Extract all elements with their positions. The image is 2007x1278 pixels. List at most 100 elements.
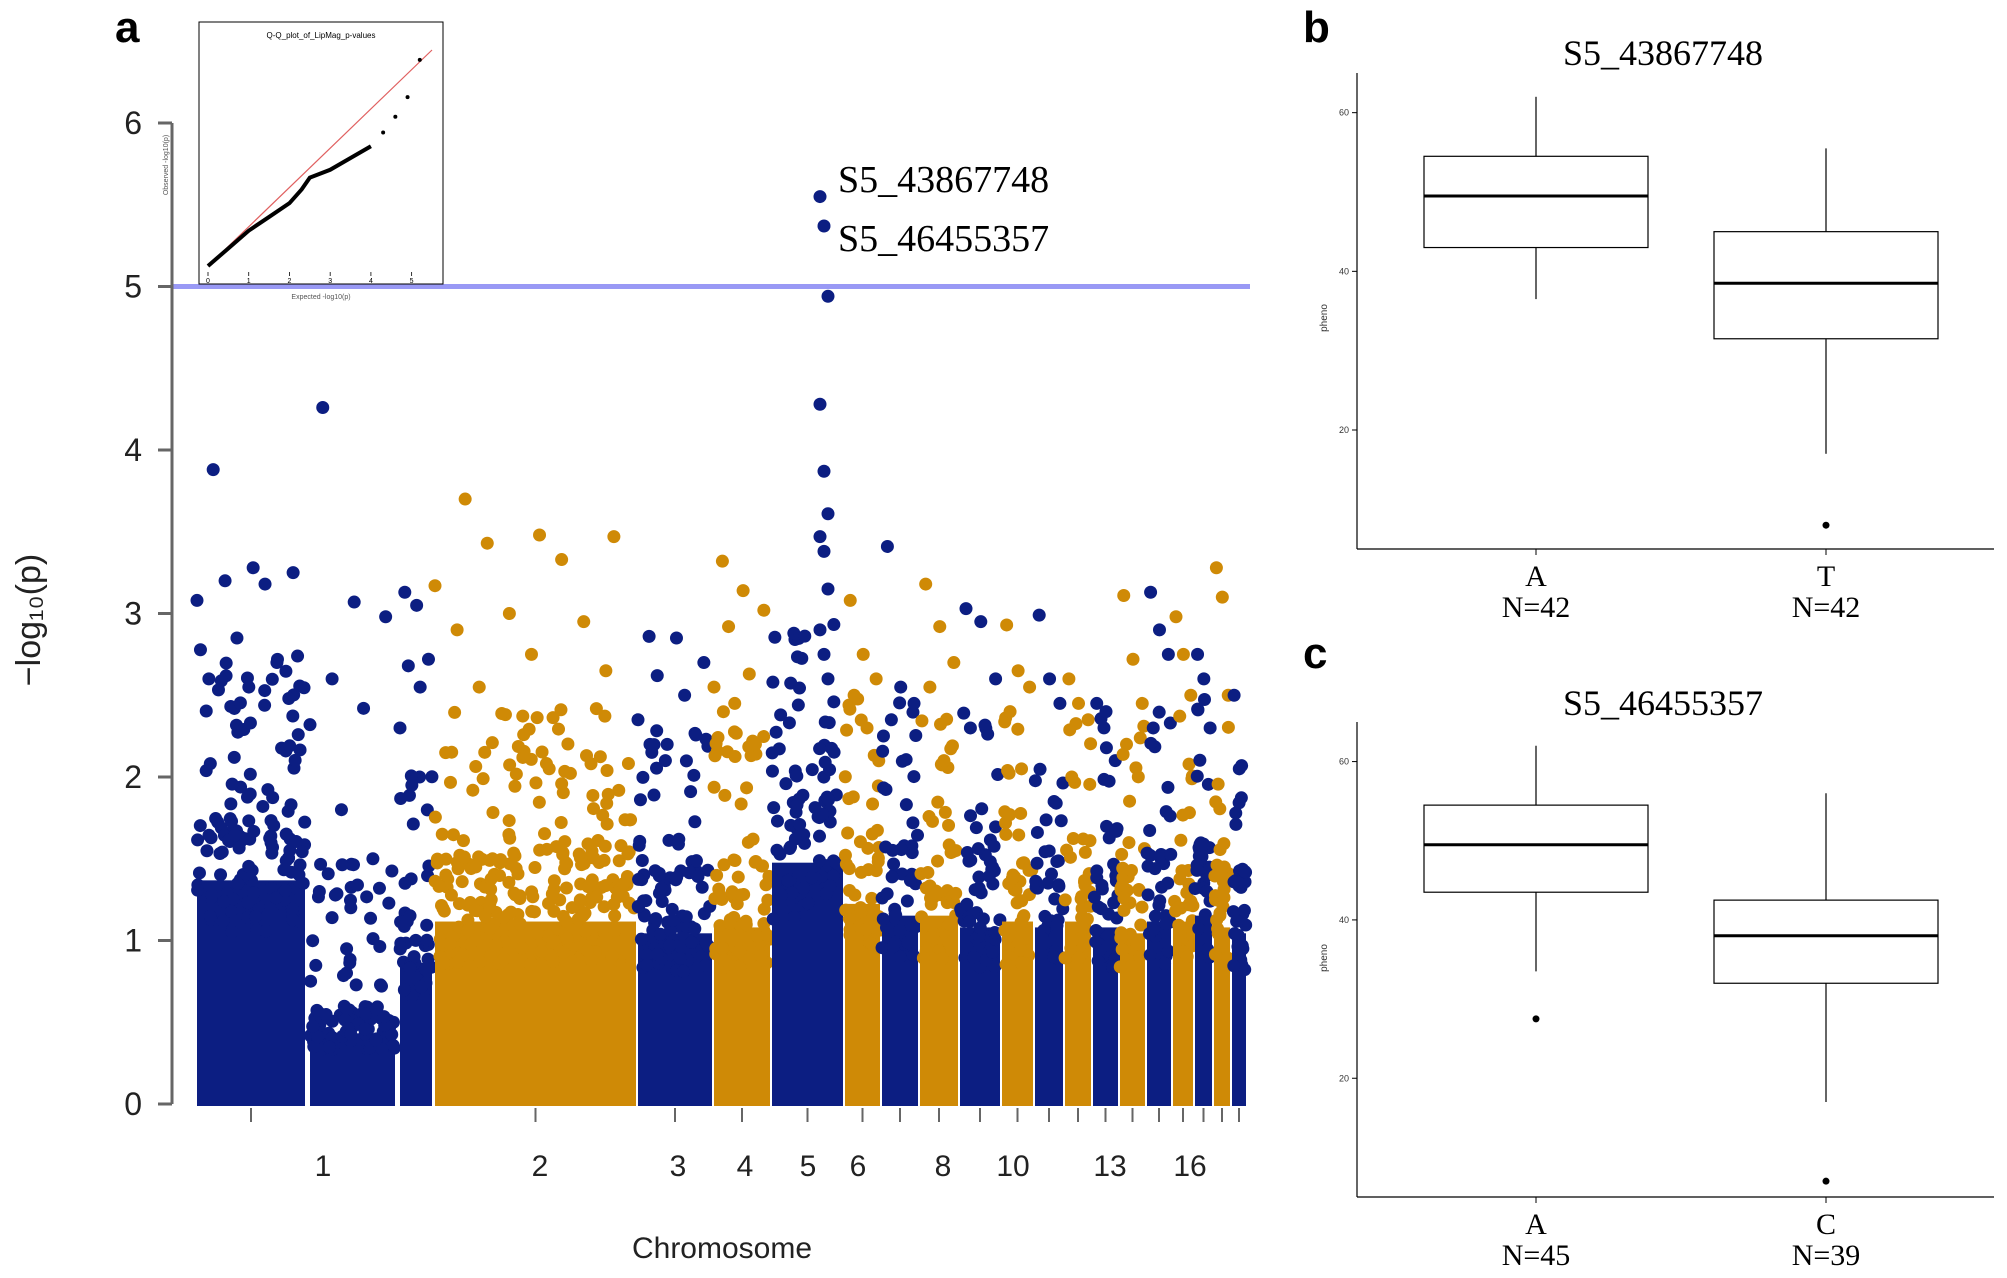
snp-point xyxy=(1191,703,1205,717)
snp-peak-point xyxy=(577,615,591,629)
snp-point xyxy=(660,737,674,751)
snp-peak-point xyxy=(1003,705,1017,719)
snp-point xyxy=(461,923,475,937)
snp-point xyxy=(425,770,439,784)
snp-point xyxy=(900,894,914,908)
snp-point xyxy=(1115,878,1129,892)
snp-point xyxy=(1005,872,1019,886)
snp-point xyxy=(217,895,231,909)
snp-point xyxy=(1072,951,1086,965)
snp-point xyxy=(555,777,569,791)
snp-point xyxy=(1014,915,1028,929)
snp-point xyxy=(682,866,696,880)
snp-point xyxy=(205,888,219,902)
snp-peak-point xyxy=(1146,721,1160,735)
snp-point xyxy=(443,937,457,951)
boxplot-y-tick-label: 60 xyxy=(1339,757,1349,767)
boxplot-c-title: S5_46455357 xyxy=(1563,683,1763,723)
snp-peak-point xyxy=(555,553,569,567)
snp-point xyxy=(1047,950,1061,964)
snp-point xyxy=(561,737,575,751)
snp-point xyxy=(751,929,765,943)
snp-point xyxy=(513,917,527,931)
qq-plot-title: Q-Q_plot_of_LipMag_p-values xyxy=(267,31,376,40)
snp-point xyxy=(406,817,420,831)
snp-point xyxy=(969,821,983,835)
snp-point xyxy=(787,910,801,924)
snp-point xyxy=(673,951,687,965)
box-group-T: TN=42 xyxy=(1713,148,1939,624)
snp-point xyxy=(774,888,788,902)
snp-point xyxy=(710,868,724,882)
snp-point xyxy=(801,896,815,910)
snp-peak-point xyxy=(884,713,898,727)
snp-point xyxy=(1237,903,1251,917)
snp-point xyxy=(734,797,748,811)
snp-point xyxy=(761,893,775,907)
snp-point xyxy=(1015,894,1029,908)
snp-peak-point xyxy=(856,647,870,661)
snp-point xyxy=(935,952,949,966)
snp-point xyxy=(805,871,819,885)
snp-point xyxy=(1161,876,1175,890)
snp-point xyxy=(509,767,523,781)
snp-point xyxy=(1143,848,1157,862)
snp-point xyxy=(1197,693,1211,707)
snp-point xyxy=(193,643,207,657)
snp-peak-point xyxy=(959,602,973,616)
snp-point xyxy=(880,887,894,901)
snp-point xyxy=(464,937,478,951)
snp-point xyxy=(1091,954,1105,968)
boxplot-b-title: S5_43867748 xyxy=(1563,33,1763,73)
snp-point xyxy=(1090,864,1104,878)
snp-point xyxy=(291,728,305,742)
snp-point xyxy=(827,695,841,709)
snp-point xyxy=(1135,900,1149,914)
snp-point xyxy=(278,883,292,897)
snp-point xyxy=(944,742,958,756)
snp-point xyxy=(906,816,920,830)
snp-point xyxy=(446,828,460,842)
y-axis-ticks: 0 1 2 3 4 5 6 xyxy=(124,105,172,1122)
boxplot-c-ylabel: pheno xyxy=(1319,944,1330,972)
snp-point xyxy=(865,891,879,905)
snp-point xyxy=(1221,720,1235,734)
snp-point xyxy=(565,901,579,915)
snp-point xyxy=(906,949,920,963)
snp-point xyxy=(1164,847,1178,861)
snp-point xyxy=(1123,794,1137,808)
snp-point xyxy=(546,934,560,948)
snp-point xyxy=(530,926,544,940)
snp-peak-point xyxy=(413,680,427,694)
chromosome-11-points xyxy=(1028,608,1070,1106)
snp-peak-point xyxy=(246,561,260,575)
snp-point xyxy=(279,664,293,678)
snp-peak-point xyxy=(347,595,361,609)
qq-point xyxy=(393,114,398,119)
snp-point xyxy=(386,1039,400,1053)
y-tick-label: 0 xyxy=(124,1086,142,1122)
snp-point xyxy=(1172,918,1186,932)
snp-point xyxy=(1030,856,1044,870)
snp-point xyxy=(1003,808,1017,822)
snp-point xyxy=(504,905,518,919)
snp-point xyxy=(414,980,428,994)
snp-point xyxy=(1101,928,1115,942)
snp-point xyxy=(1125,959,1139,973)
snp-point xyxy=(876,744,890,758)
snp-point xyxy=(889,908,903,922)
snp-point xyxy=(243,787,257,801)
snp-peak-point xyxy=(325,672,339,686)
y-tick-label: 1 xyxy=(124,923,142,959)
snp-point xyxy=(1143,823,1157,837)
snp-point xyxy=(601,787,615,801)
snp-point xyxy=(330,887,344,901)
snp-peak-point xyxy=(821,289,835,303)
snp-point xyxy=(1159,917,1173,931)
snp-point xyxy=(199,704,213,718)
x-tick-label: 6 xyxy=(850,1150,867,1183)
snp-peak-point xyxy=(813,397,827,411)
snp-peak-point xyxy=(1072,696,1086,710)
snp-point xyxy=(484,949,498,963)
snp-peak-point xyxy=(366,852,380,866)
